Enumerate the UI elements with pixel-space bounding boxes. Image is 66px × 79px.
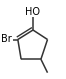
Text: HO: HO <box>25 7 41 17</box>
Text: Br: Br <box>1 34 12 44</box>
